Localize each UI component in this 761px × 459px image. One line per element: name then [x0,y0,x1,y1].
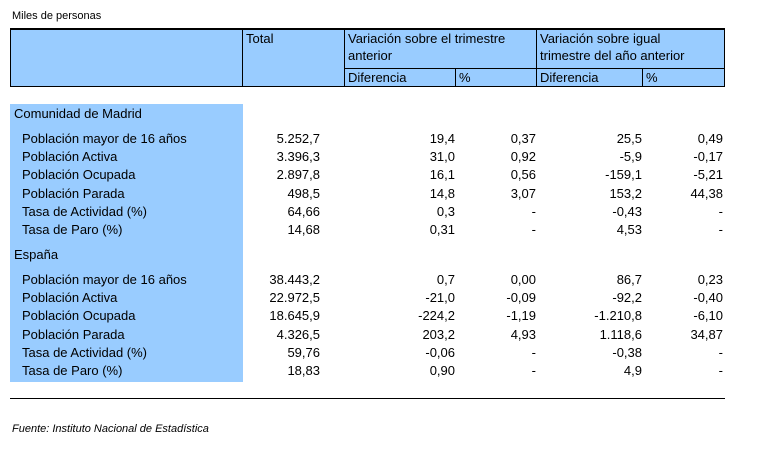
cell-p1: 0,00 [510,272,536,287]
cell-p1: 3,07 [510,185,536,201]
cell-p1: 0,92 [510,149,536,165]
cell-d2: 25,5 [616,131,642,146]
cell-p1: - [531,363,536,378]
header-right-border [724,28,725,87]
cell-total: 22.972,5 [269,290,320,306]
cell-d2: -1.210,8 [594,308,642,324]
header-top-border [10,28,725,30]
cell-p1: 4,93 [510,326,536,342]
row-label: Tasa de Paro (%) [22,222,123,237]
header-var-anio-line2: trimestre del año anterior [540,48,685,63]
cell-p2: -0,17 [693,149,723,165]
row-label: Población Ocupada [22,308,136,324]
cell-p1: 0,56 [510,167,536,183]
cell-p2: -5,21 [693,167,723,183]
header-total: Total [246,31,274,46]
cell-total: 38.443,2 [269,272,320,287]
cell-d2: 1.118,6 [599,326,642,342]
cell-d1: 31,0 [429,149,455,165]
cell-total: 18.645,9 [269,308,320,324]
cell-total: 14,68 [287,222,320,237]
cell-p2: 0,49 [697,131,723,146]
header-divider-pct2 [642,68,643,87]
header-divider-var1 [344,28,345,87]
cell-p1: -0,09 [506,290,536,306]
row-label: Población mayor de 16 años [22,272,187,287]
section-title: Comunidad de Madrid [14,106,142,121]
cell-d1: 19,4 [429,131,455,146]
cell-d2: 153,2 [609,185,642,201]
cell-total: 3.396,3 [276,149,320,165]
cell-d1: 16,1 [429,167,455,183]
header-divider-pct1 [455,68,456,87]
row-label: Población Parada [22,326,125,342]
cell-total: 5.252,7 [276,131,320,146]
row-label: Población Ocupada [22,167,136,183]
row-label: Población Parada [22,185,125,201]
cell-d2: -0,38 [612,344,642,360]
label-column [10,104,243,382]
cell-d2: -92,2 [612,290,642,306]
cell-p1: -1,19 [506,308,536,324]
header-pct-1: % [459,70,471,85]
cell-p2: -0,40 [693,290,723,306]
cell-p1: - [531,203,536,219]
cell-p2: -6,10 [693,308,723,324]
row-label: Tasa de Paro (%) [22,363,123,378]
header-divider-var2 [536,28,537,87]
cell-p2: 34,87 [690,326,723,342]
cell-d2: 4,53 [616,222,642,237]
source-note: Fuente: Instituto Nacional de Estadístic… [12,423,209,435]
cell-d1: 0,31 [429,222,455,237]
cell-total: 18,83 [287,363,320,378]
cell-p1: 0,37 [510,131,536,146]
row-label: Población Activa [22,149,118,165]
cell-d1: 0,7 [436,272,455,287]
header-diferencia-2: Diferencia [540,70,599,85]
cell-d2: -0,43 [612,203,642,219]
cell-d1: -0,06 [425,344,455,360]
cell-total: 4.326,5 [276,326,320,342]
unit-label: Miles de personas [12,10,102,22]
cell-p2: - [718,363,723,378]
cell-p2: - [718,344,723,360]
header-var-trim-line1: Variación sobre el trimestre [348,31,506,46]
table-header [10,28,725,87]
cell-d1: 203,2 [422,326,455,342]
header-subrow-border [344,68,725,69]
cell-d1: 14,8 [429,185,455,201]
cell-d1: 0,90 [429,363,455,378]
header-var-trim-line2: anterior [348,48,393,63]
cell-total: 2.897,8 [276,167,320,183]
table-bottom-border [10,398,725,399]
cell-d1: 0,3 [436,203,455,219]
cell-d1: -21,0 [425,290,455,306]
cell-p2: - [718,222,723,237]
header-divider-total [242,28,243,87]
cell-d2: 86,7 [616,272,642,287]
header-var-anio-line1: Variación sobre igual [540,31,661,46]
cell-total: 59,76 [287,344,320,360]
cell-total: 64,66 [287,203,320,219]
cell-d1: -224,2 [418,308,455,324]
row-label: Tasa de Actividad (%) [22,344,148,360]
cell-p1: - [531,344,536,360]
cell-d2: 4,9 [623,363,642,378]
header-bottom-border [10,86,725,87]
row-label: Población mayor de 16 años [22,131,187,146]
cell-d2: -5,9 [619,149,642,165]
row-label: Tasa de Actividad (%) [22,203,148,219]
cell-total: 498,5 [287,185,320,201]
header-left-border [10,28,11,87]
cell-p1: - [531,222,536,237]
cell-p2: 44,38 [690,185,723,201]
header-diferencia-1: Diferencia [348,70,407,85]
cell-d2: -159,1 [605,167,642,183]
cell-p2: - [718,203,723,219]
header-pct-2: % [646,70,658,85]
cell-p2: 0,23 [697,272,723,287]
row-label: Población Activa [22,290,118,306]
section-title: España [14,247,59,262]
